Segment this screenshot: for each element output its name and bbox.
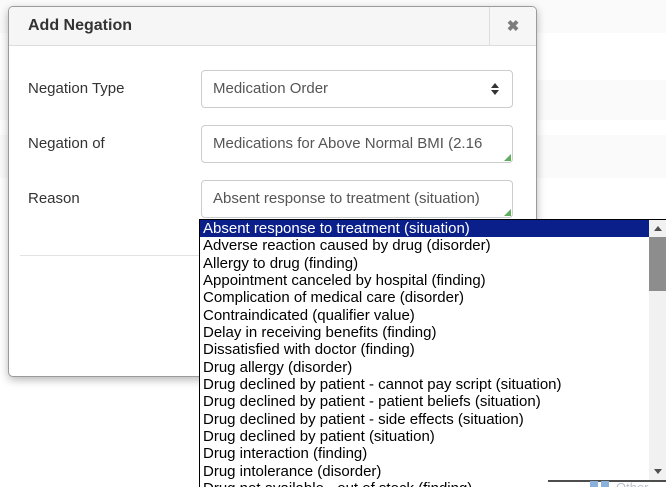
reason-row: Reason Absent response to treatment (sit…: [28, 180, 519, 218]
negation-type-select[interactable]: Medication Order: [201, 70, 513, 108]
dropdown-option[interactable]: Absent response to treatment (situation): [200, 220, 649, 238]
combo-corner-icon: [504, 154, 511, 161]
logo-square-icon: [601, 481, 609, 487]
reason-options-dropdown: Absent response to treatment (situation)…: [199, 219, 666, 487]
dropdown-option[interactable]: Appointment canceled by hospital (findin…: [203, 272, 486, 290]
dropdown-option[interactable]: Drug allergy (disorder): [203, 358, 353, 376]
logo-square-icon: [590, 481, 598, 487]
dropdown-option[interactable]: Drug interaction (finding): [203, 445, 368, 463]
scroll-up-button[interactable]: [649, 220, 666, 237]
background-partial-logo: Other: [590, 481, 649, 487]
dropdown-scrollbar[interactable]: [649, 220, 666, 480]
negation-of-value: Medications for Above Normal BMI (2.16: [213, 135, 483, 152]
logo-text: Other: [616, 481, 649, 487]
reason-combobox[interactable]: Absent response to treatment (situation): [201, 180, 513, 218]
dropdown-option[interactable]: Drug declined by patient (situation): [203, 428, 435, 446]
dialog-title: Add Negation: [28, 17, 132, 34]
dropdown-option[interactable]: Drug not available - out of stock (findi…: [200, 480, 649, 487]
negation-of-combobox[interactable]: Medications for Above Normal BMI (2.16: [201, 125, 513, 163]
scrollbar-thumb[interactable]: [649, 237, 666, 291]
negation-type-value: Medication Order: [213, 80, 329, 97]
negation-of-row: Negation of Medications for Above Normal…: [28, 125, 519, 163]
dropdown-option[interactable]: Drug declined by patient - cannot pay sc…: [203, 376, 562, 394]
arrow-up-icon: [653, 226, 662, 231]
reason-label: Reason: [28, 190, 80, 207]
negation-of-label: Negation of: [28, 135, 105, 152]
dropdown-option[interactable]: Drug declined by patient - patient belie…: [203, 393, 541, 411]
dropdown-option[interactable]: Complication of medical care (disorder): [203, 289, 464, 307]
select-updown-icon: [491, 83, 499, 95]
add-negation-dialog: Add Negation ✖ Negation Type Medication …: [8, 6, 537, 377]
dialog-header: Add Negation ✖: [9, 7, 536, 46]
dropdown-option[interactable]: Contraindicated (qualifier value): [203, 306, 415, 324]
dropdown-option[interactable]: Drug declined by patient - side effects …: [203, 410, 524, 428]
close-button[interactable]: ✖: [489, 7, 536, 45]
scroll-down-button[interactable]: [649, 463, 666, 480]
dropdown-options-list: Absent response to treatment (situation)…: [200, 220, 649, 487]
negation-type-label: Negation Type: [28, 80, 125, 97]
close-icon: ✖: [506, 18, 520, 35]
dropdown-option[interactable]: Allergy to drug (finding): [203, 254, 359, 272]
combo-corner-icon: [504, 209, 511, 216]
dropdown-option[interactable]: Drug intolerance (disorder): [203, 462, 382, 480]
reason-value: Absent response to treatment (situation): [213, 190, 480, 207]
dropdown-option[interactable]: Adverse reaction caused by drug (disorde…: [203, 237, 491, 255]
dropdown-option[interactable]: Dissatisfied with doctor (finding): [203, 341, 415, 359]
dropdown-option[interactable]: Delay in receiving benefits (finding): [203, 324, 437, 342]
arrow-down-icon: [653, 469, 662, 474]
negation-type-row: Negation Type Medication Order: [28, 70, 519, 108]
